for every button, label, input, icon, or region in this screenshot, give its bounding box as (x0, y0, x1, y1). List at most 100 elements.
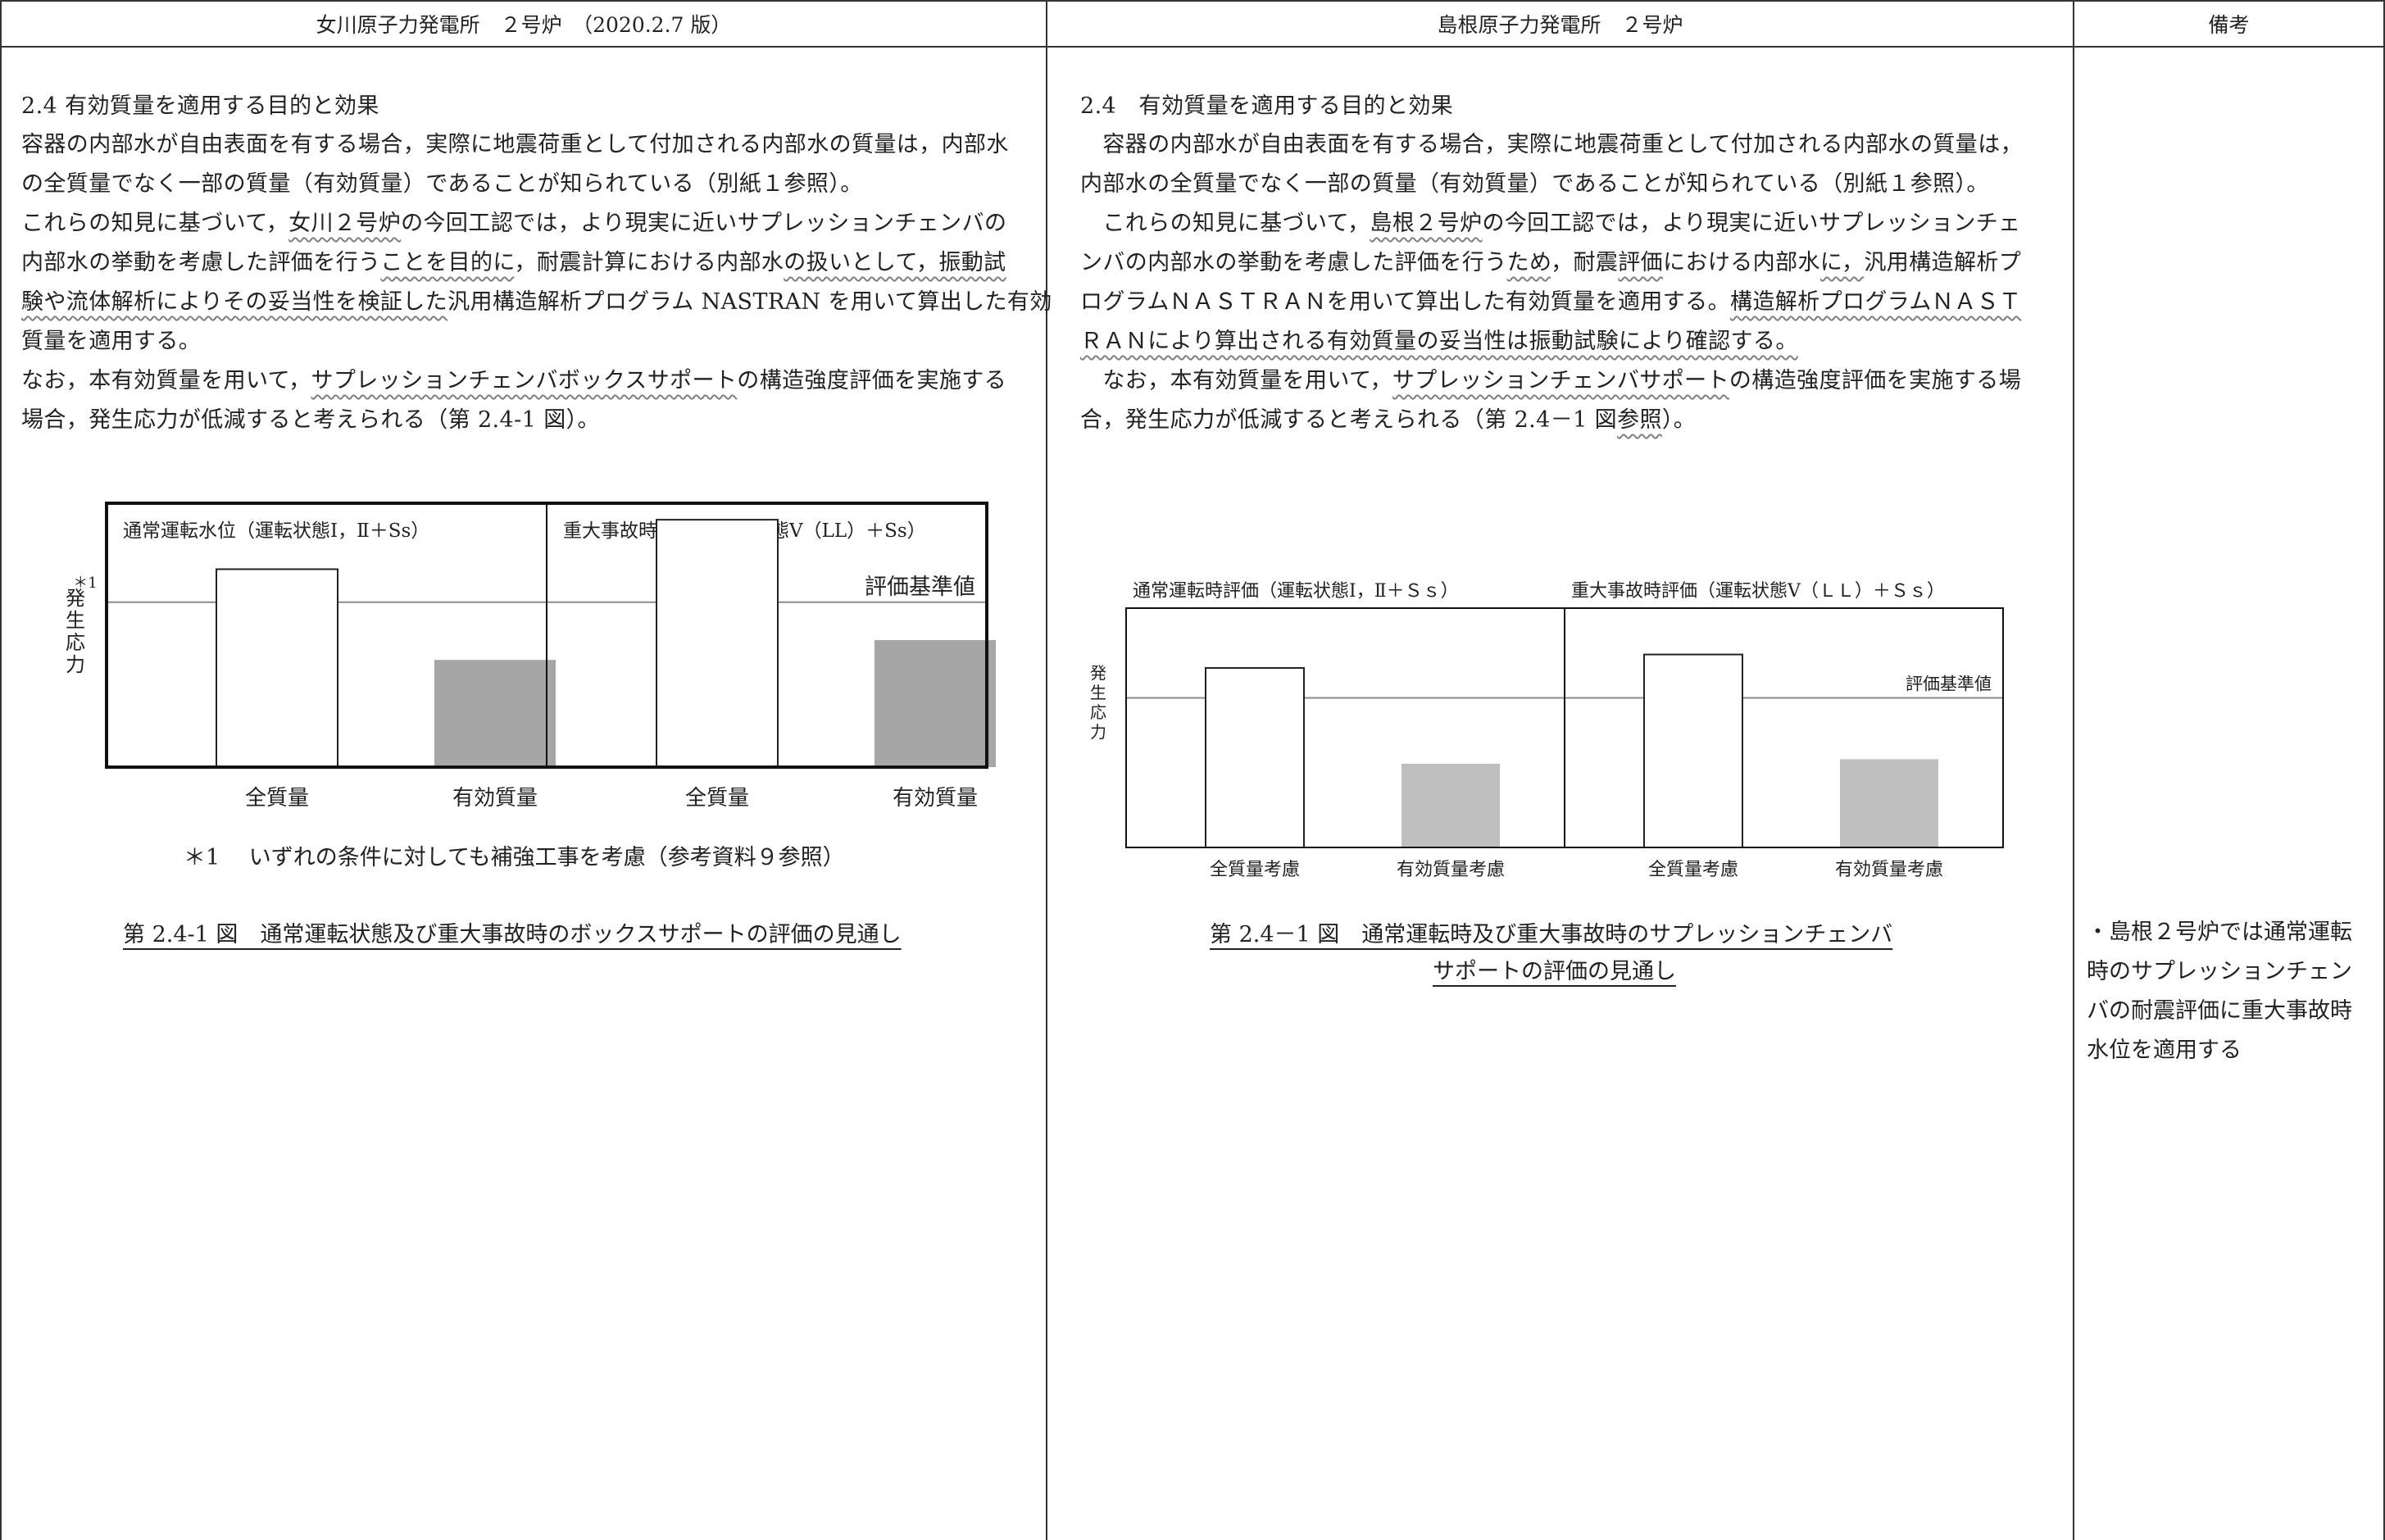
text-segment: の全質量でなく一部の質量（有効質量）であることが知られている（別紙１参照）。 (21, 171, 863, 197)
full-mass-bar (216, 568, 338, 768)
underlined-text: サプレッションチェンバボックスサポート (311, 368, 738, 393)
text-segment: 合，発生応力が低減すると考えられる（第 2.4－1 図 (1080, 407, 1618, 433)
category-label: 有効質量考慮 (1397, 860, 1505, 880)
underlined-text: 構造解析プログラムＮＡＳＴ (1729, 289, 2022, 315)
underlined-text: サプレッションチェンバサポート (1392, 368, 1729, 393)
middle-text-line: これらの知見に基づいて，島根２号炉の今回工認では，より現実に近いサプレッションチ… (1080, 205, 2021, 243)
y-axis-label-char: 生 (1090, 683, 1106, 702)
full-mass-bar (656, 519, 779, 768)
middle-text-line: 内部水の全質量でなく一部の質量（有効質量）であることが知られている（別紙１参照）… (1080, 166, 1989, 203)
text-segment: の構造強度評価を実施する (737, 368, 1007, 393)
category-label: 有効質量考慮 (1835, 860, 1943, 880)
left-text-line: 内部水の挙動を考慮した評価を行うことを目的に，耐震計算における内部水の扱いとして… (21, 244, 1006, 282)
left-text-line: なお，本有効質量を用いて，サプレッションチェンバボックスサポートの構造強度評価を… (21, 362, 1006, 400)
panel-title: 通常運転水位（運転状態Ⅰ，Ⅱ＋Ss） (123, 520, 429, 542)
y-axis-label-char: 力 (66, 653, 85, 676)
left-text-line: 験や流体解析によりその妥当性を検証した汎用構造解析プログラム NASTRAN を… (21, 284, 1052, 321)
y-axis-label-char: 力 (1090, 722, 1106, 742)
middle-figure-caption-line1: 第 2.4－1 図 通常運転時及び重大事故時のサプレッションチェンバ (1210, 922, 1893, 947)
underlined-text: 島根２号炉 (1370, 211, 1483, 236)
column-divider-2 (2073, 0, 2074, 1540)
text-segment: の今回工認では，より現実に近いサプレッションチェ (1482, 211, 2021, 236)
left-chart-footnote: ＊1 いずれの条件に対しても補強工事を考慮（参考資料９参照） (184, 845, 845, 870)
effective-mass-bar (434, 660, 556, 767)
y-axis-label-char: 応 (1090, 702, 1106, 722)
text-segment: ログラムＮＡＳＴＲＡＮを用いて算出した有効質量を適用する。 (1080, 289, 1730, 315)
text-segment: ）。 (1661, 407, 1697, 433)
middle-heading: 2.4 有効質量を適用する目的と効果 (1080, 93, 1454, 119)
full-mass-bar (1205, 667, 1305, 848)
left-heading: 2.4 有効質量を適用する目的と効果 (21, 93, 379, 119)
underlined-text: ため (1506, 250, 1551, 275)
category-label: 全質量考慮 (1210, 860, 1300, 880)
text-segment: ，耐震計算における内部水 (514, 250, 784, 275)
onagawa-bar-chart: 通常運転水位（運転状態Ⅰ，Ⅱ＋Ss）全質量有効質量重大事故時水位（運転状態Ⅴ（L… (66, 502, 996, 811)
underlined-text: に， (1819, 250, 1865, 275)
text-segment: 容器の内部水が自由表面を有する場合，実際に地震荷重として付加される内部水の質量は… (21, 132, 1009, 157)
text-segment: の構造強度評価を実施する場 (1729, 368, 2022, 393)
effective-mass-bar (1401, 763, 1500, 847)
panel-title: 通常運転時評価（運転状態Ⅰ，Ⅱ＋Ｓｓ） (1133, 581, 1459, 602)
text-segment: ンバの内部水の挙動を考慮した評価を行う (1080, 250, 1507, 275)
header-remarks: 備考 (2208, 13, 2250, 37)
text-segment: 内部水の挙動を考慮した評価を行う (21, 250, 381, 275)
left-figure-caption: 第 2.4-1 図 通常運転状態及び重大事故時のボックスサポートの評価の見通し (123, 922, 902, 947)
shimane-bar-chart: 通常運転時評価（運転状態Ⅰ，Ⅱ＋Ｓｓ） 全質量考慮 有効質量考慮 重大事故時評価（運転… (1090, 581, 2004, 880)
y-axis-label-char: 発 (1090, 663, 1106, 683)
underlined-text: 験や流体解析によりその妥当性を検証した (21, 289, 448, 315)
table-right-border (2383, 0, 2385, 1540)
table-left-border (0, 0, 2, 1540)
underlined-text: 評価 (1618, 250, 1664, 275)
y-axis-label-char: 応 (66, 631, 85, 654)
middle-text-line: ＲＡＮにより算出される有効質量の妥当性は振動試験により確認する。 (1080, 323, 1798, 361)
middle-text-line: ログラムＮＡＳＴＲＡＮを用いて算出した有効質量を適用する。構造解析プログラムＮＡ… (1080, 284, 2021, 321)
underlined-text: ＲＡＮにより算出される有効質量の妥当性は振動試験により確認する。 (1080, 329, 1798, 354)
column-divider-1 (1046, 0, 1047, 1540)
text-segment: 内部水の全質量でなく一部の質量（有効質量）であることが知られている（別紙１参照）… (1080, 171, 1989, 197)
category-label: 全質量 (685, 786, 749, 811)
category-label: 全質量 (245, 786, 309, 811)
text-segment: ，耐震 (1551, 250, 1619, 275)
underlined-text: ことを目的に (380, 250, 515, 275)
category-label: 全質量考慮 (1648, 860, 1738, 880)
text-segment: における内部水 (1663, 250, 1820, 275)
text-segment: 汎用構造解析プログラム NASTRAN を用いて算出した有効 (447, 289, 1052, 315)
text-segment: 質量を適用する。 (21, 329, 202, 354)
table-top-border (0, 0, 2385, 2)
text-segment: 容器の内部水が自由表面を有する場合，実際に地震荷重として付加される内部水の質量は… (1080, 132, 2023, 157)
underlined-text: の扱いとして，振動試 (784, 250, 1006, 275)
full-mass-bar (1643, 653, 1743, 848)
effective-mass-bar (1840, 759, 1938, 847)
middle-text-line: なお，本有効質量を用いて，サプレッションチェンバサポートの構造強度評価を実施する… (1080, 362, 2021, 400)
middle-text-line: ンバの内部水の挙動を考慮した評価を行うため，耐震評価における内部水に，汎用構造解… (1080, 244, 2021, 282)
left-text-line: 場合，発生応力が低減すると考えられる（第 2.4-1 図）。 (21, 402, 600, 439)
header-shimane: 島根原子力発電所 ２号炉 (1437, 13, 1683, 37)
category-label: 有効質量 (893, 786, 978, 811)
y-axis-label-char: 生 (66, 609, 85, 632)
threshold-label: 評価基準値 (865, 575, 975, 600)
header-bottom-border (0, 46, 2385, 48)
text-segment: の今回工認では，より現実に近いサプレッションチェンバの (401, 211, 1007, 236)
panel-title: 重大事故時評価（運転状態Ⅴ（ＬＬ）＋Ｓｓ） (1571, 581, 1945, 602)
left-text-line: 容器の内部水が自由表面を有する場合，実際に地震荷重として付加される内部水の質量は… (21, 126, 1009, 164)
underlined-text: 参照 (1617, 407, 1662, 433)
left-text-line: の全質量でなく一部の質量（有効質量）であることが知られている（別紙１参照）。 (21, 166, 863, 203)
text-segment: なお，本有効質量を用いて， (21, 368, 311, 393)
y-axis-footnote-mark: ＊1 (73, 575, 97, 592)
text-segment: これらの知見に基づいて， (1080, 211, 1370, 236)
category-label: 有効質量 (452, 786, 538, 811)
middle-text-line: 容器の内部水が自由表面を有する場合，実際に地震荷重として付加される内部水の質量は… (1080, 126, 2023, 164)
underlined-text: 女川２号炉 (288, 211, 402, 236)
remark-text: ・島根２号炉では通常運転時のサプレッションチェンバの耐震評価に重大事故時水位を適… (2087, 920, 2352, 1063)
text-segment: 場合，発生応力が低減すると考えられる（第 2.4-1 図）。 (21, 407, 600, 433)
effective-mass-bar (874, 640, 996, 767)
left-text-line: 質量を適用する。 (21, 323, 201, 361)
middle-text-line: 合，発生応力が低減すると考えられる（第 2.4－1 図参照）。 (1080, 402, 1696, 439)
text-segment: なお，本有効質量を用いて， (1080, 368, 1392, 393)
y-axis-label-char: 発 (66, 587, 85, 610)
text-segment: これらの知見に基づいて， (21, 211, 289, 236)
text-segment: 汎用構造解析プ (1864, 250, 2022, 275)
left-text-line: これらの知見に基づいて，女川２号炉の今回工認では，より現実に近いサプレッションチ… (21, 205, 1006, 243)
middle-figure-caption-line2: サポートの評価の見通し (1433, 959, 1676, 984)
